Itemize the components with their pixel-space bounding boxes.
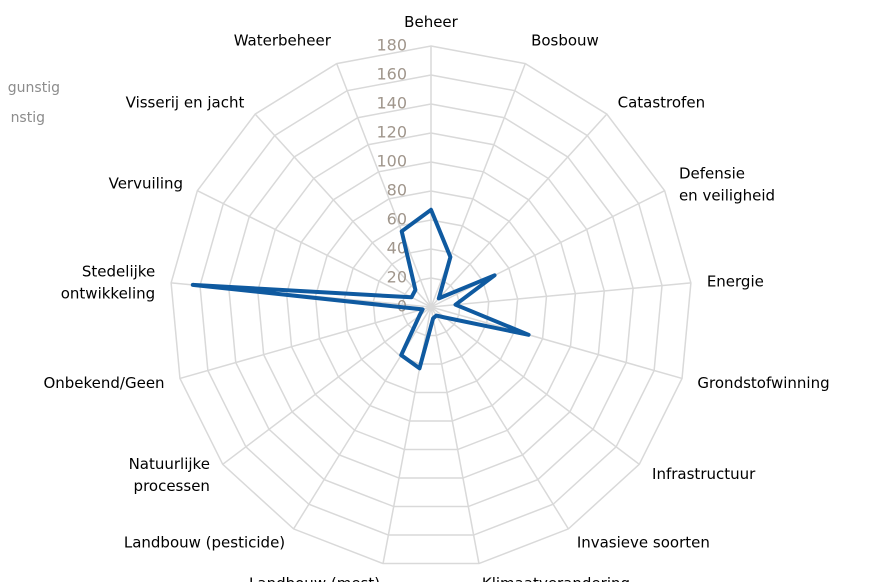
spoke bbox=[197, 189, 432, 308]
grid-line bbox=[170, 45, 692, 565]
spoke bbox=[222, 306, 432, 465]
legend-entry: nstig bbox=[11, 110, 45, 126]
tick-label: 100 bbox=[376, 152, 407, 171]
grid-line bbox=[256, 132, 606, 479]
category-label: Landbouw (mest) bbox=[249, 574, 380, 582]
grid-line bbox=[314, 190, 548, 422]
category-label: Landbouw (pesticide) bbox=[124, 533, 285, 551]
spoke bbox=[336, 63, 432, 308]
spoke bbox=[254, 113, 432, 308]
category-label: Infrastructuur bbox=[652, 464, 756, 482]
spoke bbox=[430, 306, 640, 465]
category-label: Klimaatverandering bbox=[482, 574, 630, 582]
legend-entry: gunstig bbox=[8, 80, 60, 96]
category-label: Waterbeheer bbox=[234, 31, 332, 49]
spoke bbox=[430, 306, 570, 530]
spoke bbox=[430, 113, 608, 308]
tick-label: 40 bbox=[387, 239, 407, 258]
spoke bbox=[430, 282, 691, 308]
tick-label: 80 bbox=[387, 181, 407, 200]
spoke bbox=[179, 306, 432, 380]
category-label: Energie bbox=[707, 272, 764, 290]
grid-line bbox=[343, 219, 519, 394]
tick-label: 60 bbox=[387, 210, 407, 229]
category-label: Catastrofen bbox=[618, 93, 705, 111]
category-label: Defensie en veiligheid bbox=[679, 164, 775, 204]
spoke bbox=[430, 306, 683, 380]
category-label: Beheer bbox=[404, 13, 458, 31]
grid-line bbox=[372, 248, 490, 365]
spoke bbox=[430, 189, 665, 308]
grid-line bbox=[199, 74, 663, 536]
tick-label: 160 bbox=[376, 65, 407, 84]
category-label: Vervuiling bbox=[109, 174, 183, 192]
category-label: Invasieve soorten bbox=[577, 533, 710, 551]
category-label: Visserij en jacht bbox=[126, 93, 245, 111]
grid-line bbox=[285, 161, 577, 451]
tick-label: 140 bbox=[376, 94, 407, 113]
tick-label: 120 bbox=[376, 123, 407, 142]
category-label: Stedelijke ontwikkeling bbox=[61, 262, 155, 302]
category-label: Onbekend/Geen bbox=[43, 373, 164, 391]
tick-label: 20 bbox=[387, 268, 407, 287]
category-label: Natuurlijke processen bbox=[129, 454, 210, 494]
series-line bbox=[190, 207, 531, 371]
spoke bbox=[430, 306, 480, 564]
category-label: Bosbouw bbox=[531, 31, 599, 49]
grid-line bbox=[228, 103, 634, 508]
tick-label: 180 bbox=[376, 36, 407, 55]
category-label: Grondstofwinning bbox=[697, 373, 829, 391]
